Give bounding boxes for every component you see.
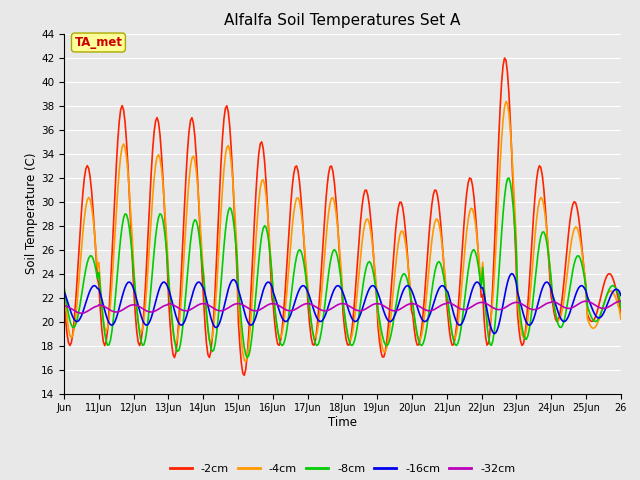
-16cm bbox=[617, 292, 625, 298]
-16cm bbox=[346, 312, 354, 318]
-4cm bbox=[458, 276, 466, 282]
Line: -8cm: -8cm bbox=[64, 178, 621, 358]
-8cm bbox=[97, 287, 104, 292]
-2cm bbox=[79, 190, 87, 196]
Line: -32cm: -32cm bbox=[64, 301, 621, 313]
Line: -16cm: -16cm bbox=[64, 274, 621, 334]
-2cm bbox=[348, 327, 356, 333]
Line: -4cm: -4cm bbox=[64, 101, 621, 361]
-16cm bbox=[616, 288, 623, 294]
-8cm bbox=[79, 284, 87, 289]
-16cm bbox=[543, 279, 550, 285]
-8cm bbox=[60, 284, 68, 290]
-2cm bbox=[97, 307, 104, 313]
-4cm bbox=[348, 333, 356, 339]
-8cm bbox=[458, 316, 466, 322]
-16cm bbox=[97, 291, 104, 297]
-32cm bbox=[81, 310, 88, 315]
-4cm bbox=[616, 307, 623, 312]
-16cm bbox=[508, 271, 516, 276]
-16cm bbox=[60, 288, 68, 294]
-4cm bbox=[502, 98, 510, 104]
-2cm bbox=[500, 55, 508, 61]
-4cm bbox=[242, 359, 250, 364]
-4cm bbox=[97, 282, 104, 288]
-2cm bbox=[458, 245, 466, 251]
-32cm bbox=[348, 305, 356, 311]
-32cm bbox=[98, 302, 106, 308]
-4cm bbox=[79, 230, 87, 236]
-16cm bbox=[490, 331, 498, 336]
-8cm bbox=[348, 343, 356, 348]
X-axis label: Time: Time bbox=[328, 416, 357, 429]
-2cm bbox=[543, 225, 550, 230]
-2cm bbox=[617, 310, 625, 315]
-32cm bbox=[77, 310, 85, 316]
-8cm bbox=[505, 175, 513, 181]
-8cm bbox=[243, 355, 251, 360]
Y-axis label: Soil Temperature (C): Soil Temperature (C) bbox=[25, 153, 38, 275]
-8cm bbox=[616, 294, 623, 300]
-4cm bbox=[60, 282, 68, 288]
-2cm bbox=[241, 372, 248, 378]
-2cm bbox=[616, 300, 623, 306]
-16cm bbox=[79, 309, 87, 315]
-32cm bbox=[617, 298, 625, 304]
Legend: -2cm, -4cm, -8cm, -16cm, -32cm: -2cm, -4cm, -8cm, -16cm, -32cm bbox=[165, 459, 520, 478]
-2cm bbox=[60, 296, 68, 302]
-16cm bbox=[457, 322, 465, 327]
-4cm bbox=[543, 227, 550, 233]
-32cm bbox=[614, 299, 621, 305]
-4cm bbox=[617, 316, 625, 322]
-32cm bbox=[541, 301, 549, 307]
-32cm bbox=[60, 303, 68, 309]
-8cm bbox=[543, 239, 550, 245]
Line: -2cm: -2cm bbox=[64, 58, 621, 375]
Text: TA_met: TA_met bbox=[74, 36, 122, 49]
-32cm bbox=[458, 307, 466, 312]
-8cm bbox=[617, 305, 625, 311]
Title: Alfalfa Soil Temperatures Set A: Alfalfa Soil Temperatures Set A bbox=[224, 13, 461, 28]
